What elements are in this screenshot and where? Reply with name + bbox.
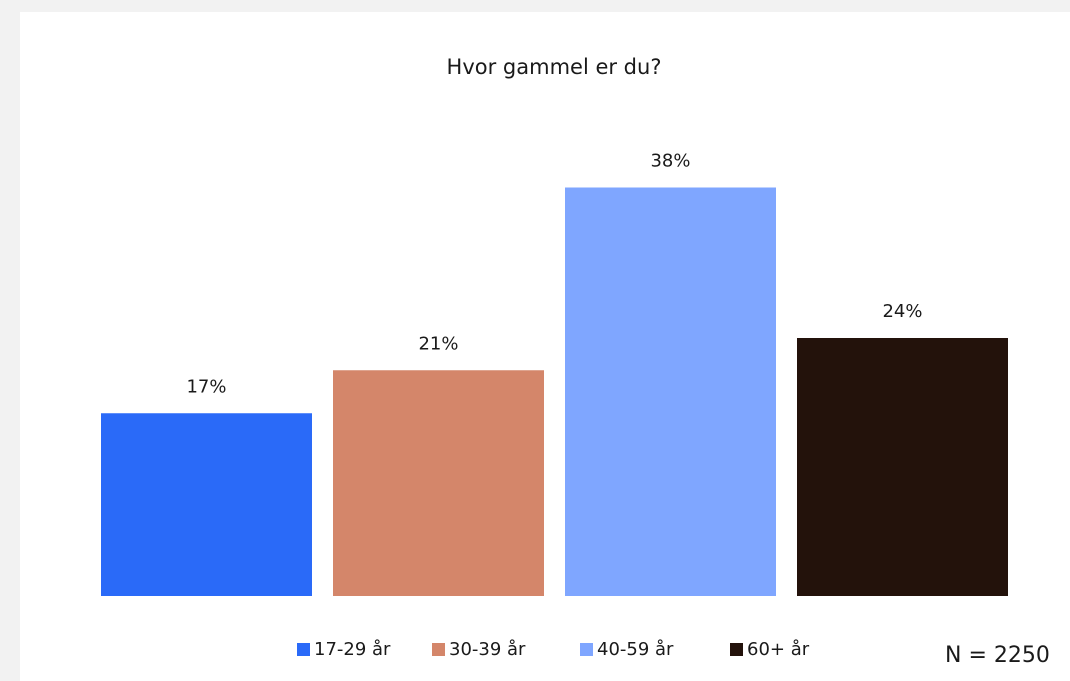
- bar: [333, 370, 544, 596]
- legend-swatch: [297, 643, 310, 656]
- legend-label: 17-29 år: [314, 639, 391, 660]
- chart-title: Hvor gammel er du?: [447, 55, 662, 79]
- legend-label: 60+ år: [747, 639, 810, 660]
- legend-swatch: [432, 643, 445, 656]
- value-label: 24%: [882, 301, 922, 322]
- annotation: N = 2250: [945, 643, 1050, 668]
- bar: [101, 413, 312, 596]
- bar: [797, 338, 1008, 596]
- legend-label: 40-59 år: [597, 639, 674, 660]
- legend-swatch: [730, 643, 743, 656]
- legend-label: 30-39 år: [449, 639, 526, 660]
- value-label: 21%: [418, 333, 458, 354]
- legend-swatch: [580, 643, 593, 656]
- bar: [565, 187, 776, 596]
- value-label: 38%: [650, 151, 690, 172]
- value-label: 17%: [186, 376, 226, 397]
